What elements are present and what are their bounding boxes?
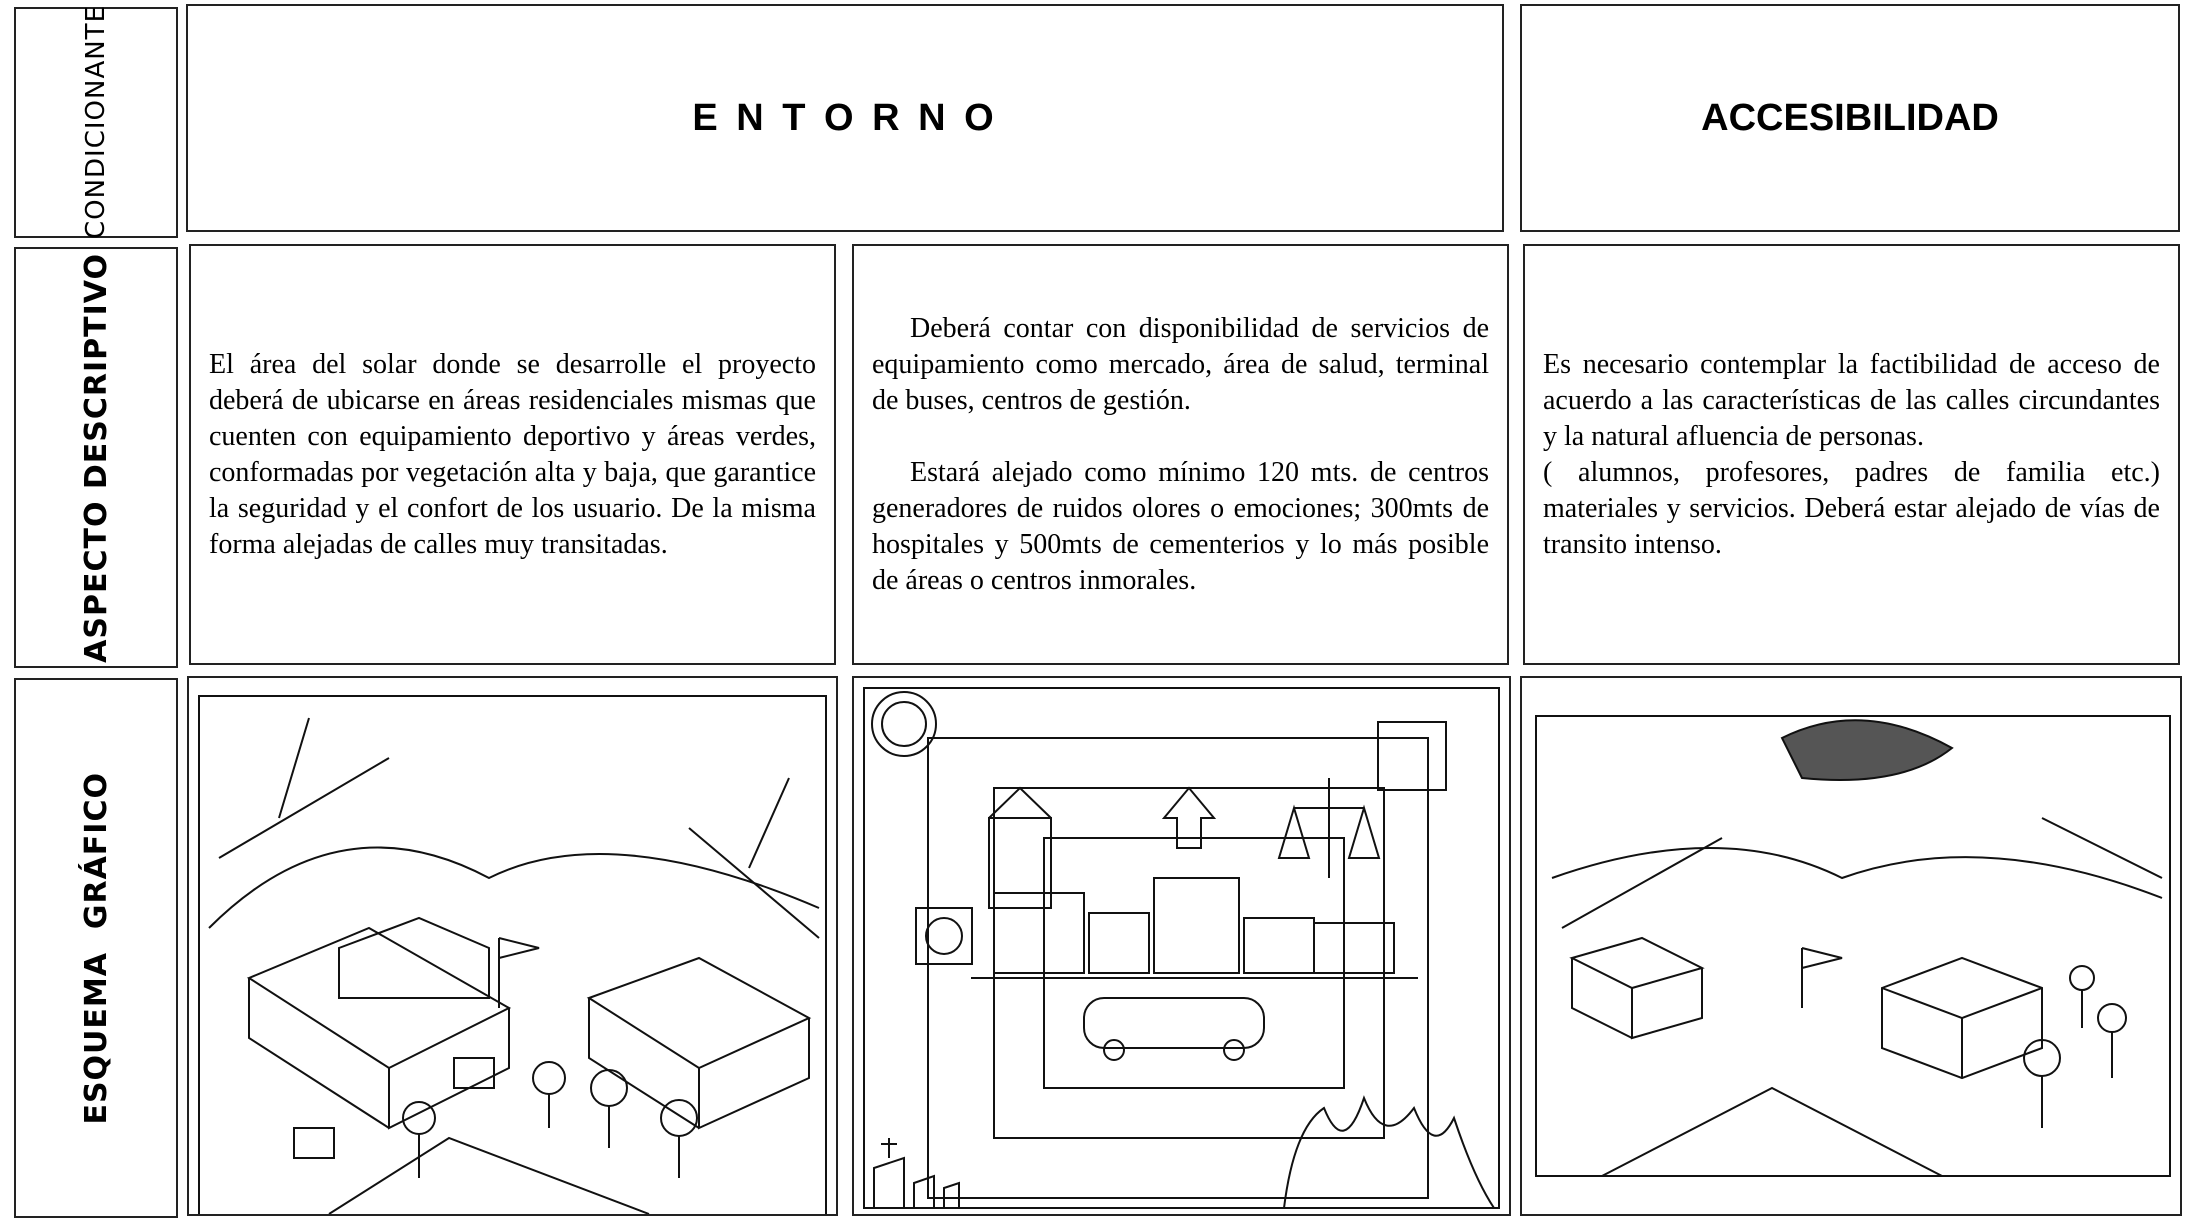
row-label: ESQUEMA GRÁFICO (78, 771, 114, 1125)
description-cell: El área del solar donde se desarrolle el… (189, 244, 836, 665)
sketch-residential (198, 695, 827, 1214)
sketch-services (863, 687, 1500, 1209)
image-cell (852, 676, 1511, 1216)
paragraph: Es necesario contemplar la factibilidad … (1543, 348, 2160, 452)
paragraph: Deberá contar con disponibilidad de serv… (872, 312, 1489, 416)
row-label-cell: ASPECTO DESCRIPTIVO (14, 247, 178, 668)
row-label: ASPECTO DESCRIPTIVO (78, 252, 114, 663)
sketch-access (1535, 715, 2171, 1177)
image-cell (1520, 676, 2182, 1216)
row-label-cell: CONDICIONANTE (14, 5, 178, 240)
header: E N T O R N O (692, 96, 998, 139)
header-cell: E N T O R N O (186, 4, 1504, 232)
row-label: CONDICIONANTE (81, 5, 111, 240)
description-cell: Deberá contar con disponibilidad de serv… (852, 244, 1509, 665)
paragraph: El área del solar donde se desarrolle el… (209, 348, 816, 560)
description-cell: Es necesario contemplar la factibilidad … (1523, 244, 2180, 665)
paragraph: ( alumnos, profesores, padres de familia… (1543, 456, 2160, 560)
header: ACCESIBILIDAD (1701, 96, 1999, 139)
header-cell: ACCESIBILIDAD (1520, 4, 2180, 232)
row-label-cell: ESQUEMA GRÁFICO (14, 678, 178, 1218)
image-cell (187, 676, 838, 1216)
paragraph: Estará alejado como mínimo 120 mts. de c… (872, 456, 1489, 596)
